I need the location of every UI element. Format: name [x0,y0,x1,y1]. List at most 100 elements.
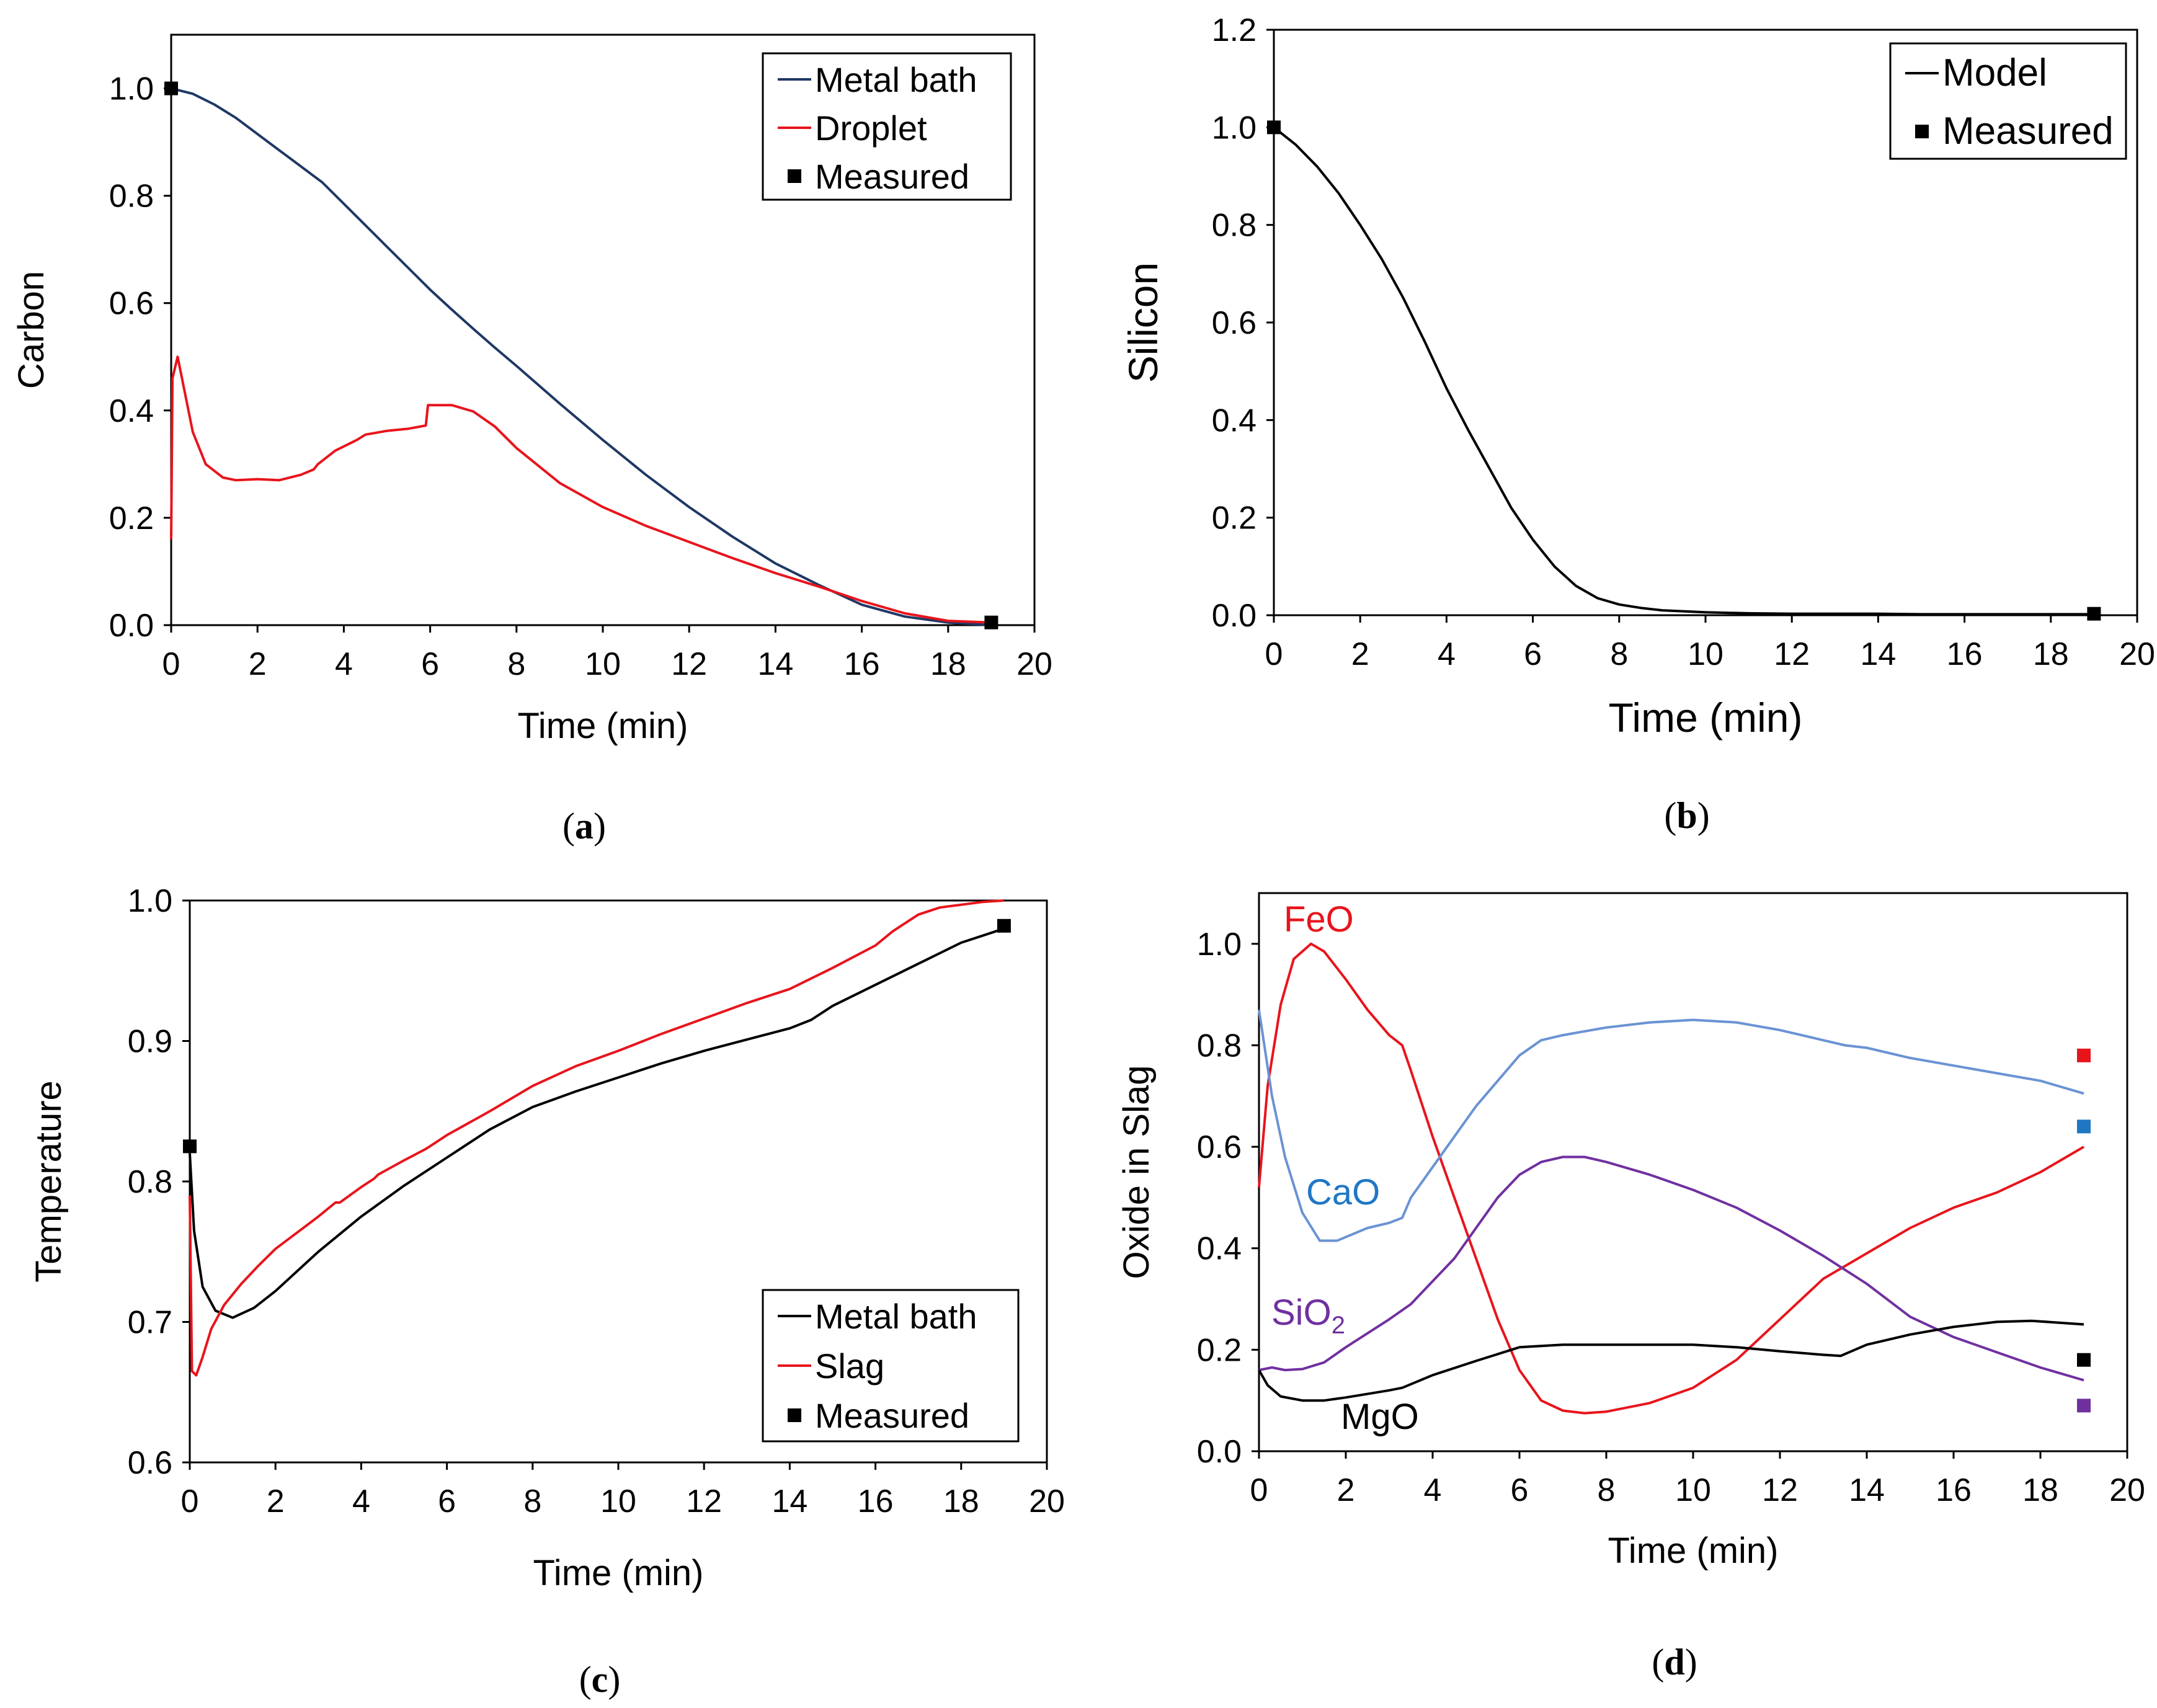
x-tick-label: 10 [600,1483,636,1519]
y-tick-label: 0.6 [109,286,154,322]
plot-frame [1258,892,2128,1452]
annotation-sio2-subscript: 2 [1332,1312,1345,1339]
x-tick-label: 8 [1598,1472,1616,1508]
legend-box [1889,42,2127,160]
legend-label: Measured [1942,110,2114,153]
x-tick-label: 0 [1265,636,1283,672]
x-tick-label: 20 [1016,646,1052,682]
x-tick-label: 0 [1250,1472,1268,1508]
y-tick-label: 0.4 [1197,1231,1242,1267]
y-axis-title: Temperature [29,1080,69,1283]
y-tick-label: 0.8 [128,1164,172,1200]
y-tick-label: 0.0 [109,608,154,644]
x-tick-label: 16 [858,1483,894,1519]
x-tick-label: 4 [335,646,353,682]
y-axis-title: Silicon [1120,262,1166,383]
legend-panel-a: Metal bath Droplet Measured [762,52,1012,201]
y-tick-label: 0.6 [1197,1129,1242,1165]
series-line-mgo [1258,1319,2084,1402]
measured-point-feo [2077,1048,2091,1062]
x-tick-label: 14 [1860,636,1896,672]
x-axis-title: Time (min) [1609,695,1803,741]
y-tick-label: 0.0 [1197,1434,1242,1470]
measured-point [2087,607,2101,621]
y-tick-label: 0.0 [1212,598,1256,634]
measured-point [183,1139,197,1154]
x-tick-label: 18 [2033,636,2069,672]
x-axis-title: Time (min) [533,1553,704,1593]
x-tick-label: 14 [1849,1472,1885,1508]
x-tick-label: 18 [930,646,966,682]
x-tick-label: 2 [249,646,267,682]
y-tick-label: 0.6 [128,1445,172,1481]
y-tick-label: 0.4 [109,393,154,429]
series-line-model [1273,126,2094,616]
x-tick-label: 10 [1675,1472,1711,1508]
y-tick-label: 1.0 [128,883,172,919]
x-axis-title: Time (min) [1608,1531,1779,1571]
annotation-mgo: MgO [1341,1397,1419,1437]
legend-label: Slag [815,1346,884,1386]
measured-point [164,81,178,96]
legend-marker-swatch [1915,125,1929,138]
y-axis-title: Oxide in Slag [1116,1065,1157,1279]
legend-label: Droplet [815,109,927,148]
x-tick-label: 12 [1762,1472,1798,1508]
series-line-metal-bath [189,927,1005,1319]
panel-letter: a [575,806,594,847]
y-tick-label: 1.2 [1212,12,1256,48]
x-tick-label: 12 [671,646,707,682]
annotation-sio2: SiO2 [1271,1292,1345,1339]
legend-label: Metal bath [815,1297,977,1336]
chart-panel-a: 0 2 4 6 8 10 12 14 16 18 20 0.0 0.2 0.4 0.6 0.8 1.0 Time … [11,33,1052,847]
y-tick-label: 0.8 [109,179,154,215]
y-tick-label: 1.0 [1197,927,1242,963]
y-tick-label: 1.0 [1212,110,1256,146]
measured-point [1267,120,1281,135]
x-tick-label: 16 [844,646,880,682]
panel-letter: b [1676,795,1697,836]
chart-panel-c: 0 2 4 6 8 10 12 14 16 18 20 0.6 0.7 0.8 0.9 1.0 Time (mi… [29,883,1065,1700]
legend-panel-b: Model Measured [1889,42,2127,160]
y-tick-label: 0.2 [109,500,154,536]
x-tick-label: 18 [943,1483,979,1519]
x-tick-label: 20 [1029,1483,1065,1519]
measured-point-sio2 [2077,1399,2091,1413]
x-tick-label: 12 [686,1483,722,1519]
x-tick-label: 6 [438,1483,456,1519]
x-tick-label: 10 [1688,636,1723,672]
chart-panel-d: 0 2 4 6 8 10 12 14 16 18 20 0.0 0.2 0.4 0.6 0.8 1.0 Time … [1116,892,2145,1683]
x-tick-label: 2 [1351,636,1369,672]
x-tick-label: 8 [507,646,525,682]
series-line-sio2 [1258,1155,2084,1382]
x-tick-label: 20 [2119,636,2155,672]
legend-marker-swatch [788,1408,801,1422]
annotation-cao: CaO [1306,1172,1380,1212]
y-tick-label: 0.2 [1212,500,1256,536]
x-tick-label: 8 [1610,636,1628,672]
annotation-sio2-base: SiO [1271,1292,1332,1333]
panel-letter: c [592,1659,608,1700]
x-tick-label: 4 [1438,636,1456,672]
y-tick-label: 0.7 [128,1305,172,1341]
legend-marker-swatch [788,169,801,183]
legend-label: Model [1942,51,2047,94]
series-line-droplet [170,355,992,624]
series-line-slag [189,899,1005,1377]
series-line-metal-bath [171,87,992,626]
x-tick-label: 6 [1524,636,1542,672]
y-tick-label: 1.0 [109,71,154,107]
series-line-cao [1258,1009,2084,1242]
x-axis-title: Time (min) [518,706,688,746]
measured-point [997,918,1011,933]
chart-panel-b: 0 2 4 6 8 10 12 14 16 18 20 0.0 0.2 0.4 0.6 0.8 1.0 1.2 Ti… [1120,12,2155,836]
panel-caption: (b) [1664,795,1709,836]
y-tick-label: 0.8 [1212,208,1256,244]
annotation-feo: FeO [1284,899,1354,940]
annotations-panel-d: FeO CaO SiO2 MgO [1271,899,1419,1437]
x-tick-label: 4 [1424,1472,1442,1508]
x-tick-label: 18 [2022,1472,2058,1508]
x-tick-label: 4 [352,1483,370,1519]
legend-panel-c: Metal bath Slag Measured [762,1289,1020,1443]
